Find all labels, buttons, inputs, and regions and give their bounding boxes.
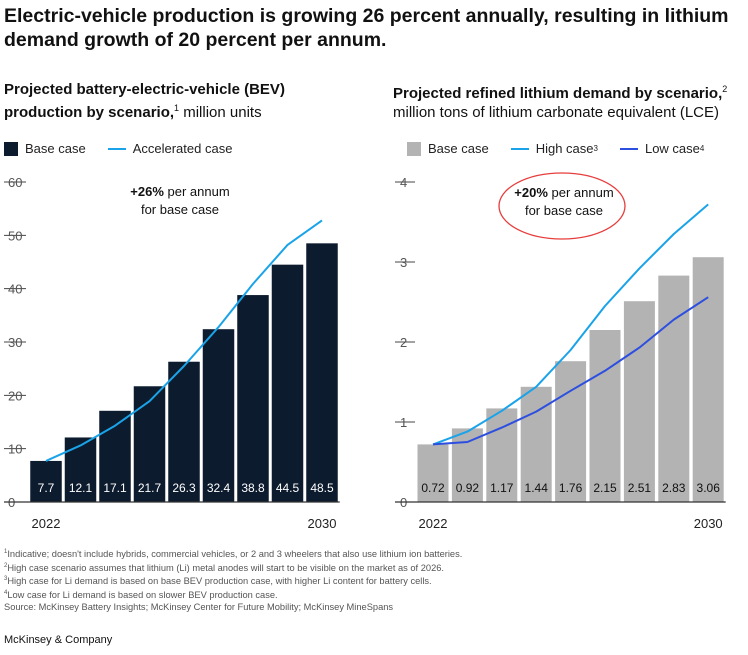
bar-value-label: 1.76: [559, 481, 583, 495]
legend-swatch-line: [619, 147, 638, 150]
right-title-sup: 2: [722, 84, 728, 94]
bar: [451, 428, 483, 502]
legend-item-base-case: Base case: [4, 141, 86, 156]
y-tick-label: 20: [8, 388, 22, 403]
headline: Electric-vehicle production is growing 2…: [4, 5, 729, 51]
bar-value-label: 2.51: [628, 481, 652, 495]
footnote-3: 3High case for Li demand is based on bas…: [4, 576, 432, 587]
bar-value-label: 26.3: [172, 481, 196, 495]
left-chart: 01020304050607.712.117.121.726.332.438.8…: [4, 175, 340, 531]
left-title-bold: Projected battery-electric-vehicle (BEV)…: [4, 81, 285, 121]
legend-swatch-navy: [4, 141, 18, 156]
y-tick-label: 30: [8, 335, 22, 350]
series-line: [432, 296, 709, 446]
legend-item-low-case: Low case 4: [619, 141, 705, 156]
bar: [486, 408, 518, 502]
bar: [306, 243, 338, 503]
x-tick-label: 2022: [32, 516, 61, 531]
bar: [168, 361, 200, 502]
legend-sup: 3: [593, 144, 598, 153]
bar-value-label: 21.7: [138, 481, 162, 495]
y-tick-label: 40: [8, 282, 22, 297]
charts-canvas: 01020304050607.712.117.121.726.332.438.8…: [4, 172, 726, 531]
bar-value-label: 32.4: [207, 481, 231, 495]
bar-value-label: 2.15: [593, 481, 617, 495]
bar-value-label: 38.8: [241, 481, 265, 495]
bar: [202, 329, 235, 502]
bar: [417, 444, 449, 502]
y-tick-label: 2: [400, 335, 407, 350]
bar-value-label: 0.72: [421, 481, 445, 495]
bar-value-label: 44.5: [276, 481, 300, 495]
left-title-unit: million units: [179, 104, 262, 121]
footnotes: 1Indicative; doesn't include hybrids, co…: [4, 547, 724, 613]
right-annotation-line1: +20% per annum: [514, 185, 613, 200]
bar: [237, 295, 269, 502]
y-tick-label: 1: [400, 415, 407, 430]
bar: [692, 257, 724, 502]
bar: [658, 275, 690, 502]
bar-value-label: 7.7: [38, 481, 55, 495]
right-annotation-line2: for base case: [525, 203, 603, 218]
legend-label: Base case: [25, 141, 86, 156]
left-annotation-line1: +26% per annum: [130, 184, 229, 199]
legend-label: Accelerated case: [132, 141, 233, 156]
series-line: [432, 203, 709, 446]
legend-item-accelerated-case: Accelerated case: [107, 141, 233, 156]
series-line: [45, 219, 323, 462]
bar-value-label: 2.83: [662, 481, 686, 495]
legend-sup: 4: [699, 144, 705, 153]
legend-label: Base case: [428, 141, 489, 156]
bar-value-label: 0.92: [456, 481, 480, 495]
left-legend: Base case Accelerated case: [4, 141, 254, 156]
y-tick-label: 4: [400, 175, 407, 190]
legend-swatch-line: [107, 147, 126, 150]
legend-swatch-gray: [407, 141, 421, 156]
left-annotation-line2: for base case: [141, 202, 219, 217]
annotation-ellipse: [498, 172, 626, 240]
legend-swatch-line: [510, 147, 529, 150]
legend-item-high-case: High case 3: [510, 141, 598, 156]
y-tick-label: 3: [400, 255, 407, 270]
footnote-4: 4Low case for Li demand is based on slow…: [4, 590, 278, 601]
y-tick-label: 10: [8, 442, 22, 457]
legend-label: Low case: [644, 141, 700, 156]
bar: [30, 460, 62, 502]
legend-item-base-case: Base case: [407, 141, 489, 156]
bar-value-label: 12.1: [69, 481, 93, 495]
legend-label: High case: [535, 141, 594, 156]
footnote-2: 2High case scenario assumes that lithium…: [4, 562, 444, 573]
y-tick-label: 50: [8, 228, 22, 243]
left-chart-title: Projected battery-electric-vehicle (BEV)…: [4, 80, 354, 122]
bar-value-label: 1.44: [525, 481, 549, 495]
bar: [133, 386, 166, 502]
y-tick-label: 60: [8, 175, 22, 190]
x-tick-label: 2022: [419, 516, 448, 531]
brand-footer: McKinsey & Company: [4, 634, 113, 646]
bar-value-label: 17.1: [103, 481, 127, 495]
x-tick-label: 2030: [308, 516, 337, 531]
bar: [64, 437, 97, 502]
footnote-1: 1Indicative; doesn't include hybrids, co…: [4, 549, 463, 560]
right-chart: 012340.720.921.171.441.762.152.512.833.0…: [395, 175, 726, 531]
bar: [589, 330, 621, 502]
right-title-unit: million tons of lithium carbonate equiva…: [393, 104, 719, 121]
bar-value-label: 1.17: [490, 481, 514, 495]
bar-value-label: 48.5: [310, 481, 334, 495]
bar: [271, 264, 304, 502]
right-legend: Base case High case 3 Low case 4: [407, 141, 726, 156]
right-chart-title: Projected refined lithium demand by scen…: [393, 80, 743, 122]
bar: [623, 301, 655, 502]
x-tick-label: 2030: [694, 516, 723, 531]
left-title-sup: 1: [174, 103, 180, 113]
right-title-bold: Projected refined lithium demand by scen…: [393, 85, 723, 102]
source-note: Source: McKinsey Battery Insights; McKin…: [4, 601, 394, 612]
bar-value-label: 3.06: [697, 481, 721, 495]
